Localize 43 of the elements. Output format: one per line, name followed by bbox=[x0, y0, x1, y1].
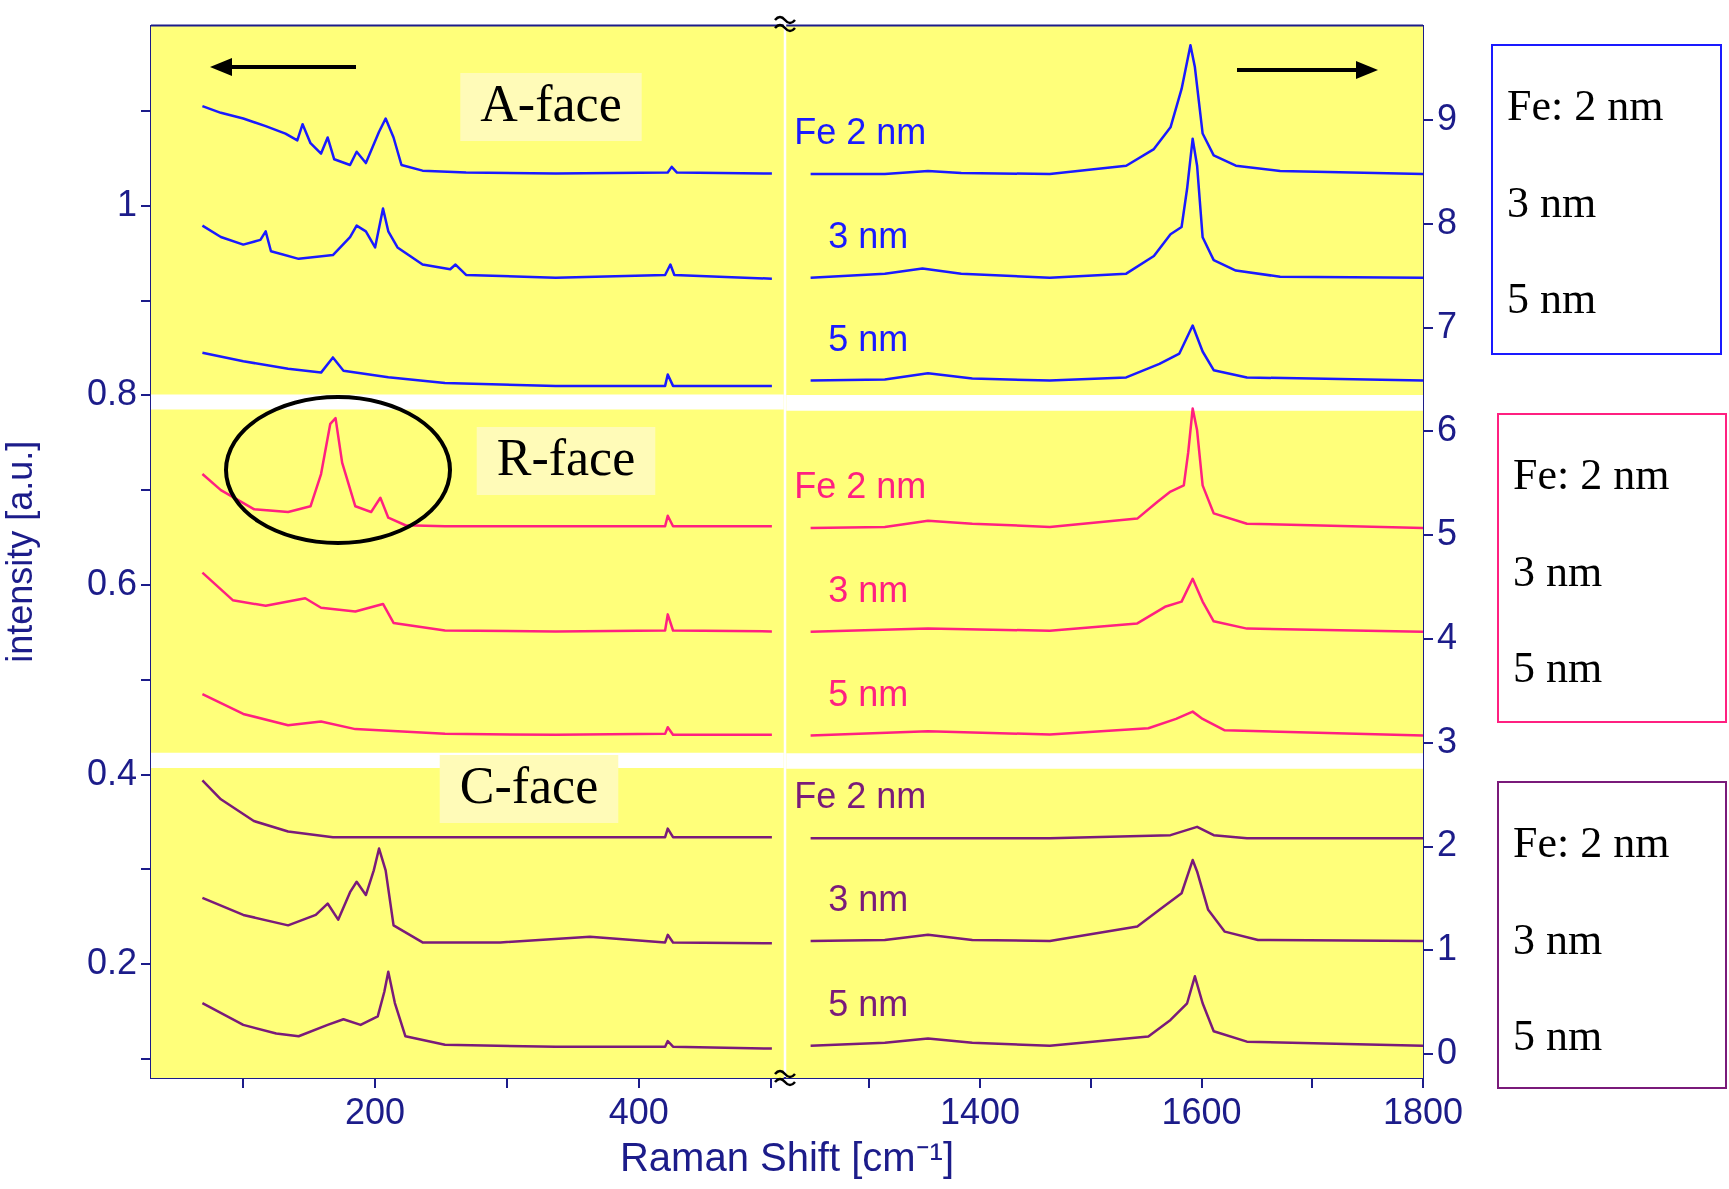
x-tick-label: 200 bbox=[345, 1090, 406, 1132]
y-tick-label: 2 bbox=[1437, 823, 1458, 865]
y-tick-label: 5 bbox=[1437, 512, 1458, 554]
y-tick-label: 3 bbox=[1437, 719, 1458, 761]
x-tick-label: 400 bbox=[608, 1090, 669, 1132]
text: 3 nm bbox=[1513, 915, 1603, 964]
series-label: Fe 2 nm bbox=[794, 464, 927, 506]
y-tick-label: 0.8 bbox=[86, 372, 137, 414]
series-label: Fe 2 nm bbox=[794, 775, 927, 817]
x-tick-label: 1800 bbox=[1382, 1090, 1464, 1132]
y-tick-label: 7 bbox=[1437, 304, 1458, 346]
x-axis-title: Raman Shift [cm⁻¹] bbox=[619, 1135, 955, 1179]
text: 5 nm bbox=[1507, 274, 1597, 323]
series-label: 3 nm bbox=[828, 878, 909, 919]
y-tick-label: 6 bbox=[1437, 408, 1458, 450]
series-label: 3 nm bbox=[828, 214, 909, 256]
y-tick-label: 1 bbox=[116, 182, 137, 224]
x-tick-label: 1400 bbox=[940, 1090, 1021, 1132]
annotation: C-face bbox=[459, 756, 599, 814]
text: 3 nm bbox=[1513, 547, 1603, 596]
y-tick-label: 0.2 bbox=[86, 941, 137, 983]
text: Fe: 2 nm bbox=[1513, 818, 1670, 867]
y-tick-label: 4 bbox=[1437, 615, 1458, 657]
y-axis-title: intensity [a.u.] bbox=[0, 440, 40, 663]
text: 5 nm bbox=[1513, 1011, 1603, 1060]
y-tick-label: 0.4 bbox=[86, 751, 137, 793]
series-label: 5 nm bbox=[828, 672, 909, 714]
y-tick-label: 8 bbox=[1437, 200, 1458, 242]
annotation: R-face bbox=[496, 428, 636, 486]
y-tick-label: 9 bbox=[1437, 96, 1458, 138]
text: 3 nm bbox=[1507, 178, 1597, 227]
series-label: 3 nm bbox=[828, 568, 909, 610]
y-tick-label: 0.6 bbox=[86, 561, 137, 603]
text: Fe: 2 nm bbox=[1507, 81, 1664, 130]
text: 5 nm bbox=[1513, 643, 1603, 692]
series-label: 5 nm bbox=[828, 317, 909, 359]
y-tick-label: 0 bbox=[1437, 1031, 1458, 1073]
series-label: 5 nm bbox=[828, 982, 909, 1024]
text: Fe: 2 nm bbox=[1513, 450, 1670, 499]
annotation: A-face bbox=[480, 74, 622, 132]
x-tick-label: 1600 bbox=[1161, 1090, 1242, 1132]
series-label: Fe 2 nm bbox=[794, 111, 927, 153]
y-tick-label: 1 bbox=[1437, 927, 1458, 969]
